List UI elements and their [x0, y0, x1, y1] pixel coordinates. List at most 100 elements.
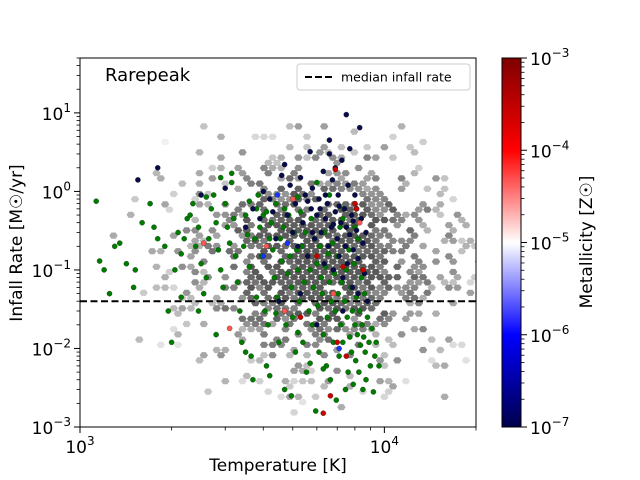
- hexbin-cell: [307, 242, 316, 250]
- hexbin-cell: [277, 289, 286, 296]
- hexbin-cell: [216, 133, 226, 140]
- scatter-point-navy: [335, 192, 341, 198]
- hexbin-cell: [436, 201, 445, 208]
- hexbin-cell: [173, 341, 183, 348]
- scatter-point-green: [356, 369, 362, 375]
- x-tick-label: 104: [370, 434, 399, 458]
- hexbin-cell: [384, 201, 393, 208]
- hexbin-cell: [363, 144, 372, 151]
- scatter-point-green: [370, 389, 377, 395]
- hexbin-cell: [126, 211, 135, 218]
- scatter-point-green: [319, 290, 325, 297]
- hexbin-cell: [423, 206, 432, 213]
- hexbin-cell: [165, 206, 174, 213]
- hexbin-cell: [414, 279, 423, 286]
- hexbin-cell: [384, 284, 393, 291]
- hexbin-cell: [388, 133, 398, 140]
- scatter-point-light-red: [226, 325, 233, 332]
- hexbin-cell: [358, 201, 368, 208]
- scatter-point-green: [198, 260, 204, 267]
- hexbin-cell: [375, 357, 385, 364]
- hexbin-cell: [384, 274, 393, 281]
- hexbin-cell: [418, 201, 428, 208]
- hexbin-cell: [277, 154, 286, 161]
- hexbin-cell: [281, 201, 290, 208]
- hexbin-cell: [264, 253, 273, 260]
- scatter-point-light-red: [289, 196, 296, 202]
- hexbin-cell: [156, 248, 165, 255]
- hexbin-cell: [259, 289, 269, 296]
- scatter-point-navy: [154, 165, 161, 171]
- scatter-point-green: [268, 219, 275, 226]
- scatter-point-green: [372, 353, 378, 359]
- hexbin-cell: [397, 289, 406, 296]
- scatter-point-green: [265, 322, 271, 328]
- hexbin-cell: [350, 128, 359, 135]
- hexbin-cell: [449, 258, 458, 265]
- scatter-point-green: [289, 314, 296, 320]
- scatter-point-green: [329, 240, 336, 246]
- scatter-point-green: [123, 260, 130, 267]
- scatter-point-green: [178, 251, 184, 257]
- scatter-point-green: [352, 357, 359, 364]
- scatter-point-green: [270, 247, 276, 253]
- hexbin-cell: [423, 227, 432, 234]
- scatter-point-green: [165, 308, 172, 314]
- hexbin-cell: [169, 305, 178, 312]
- scatter-point-green: [278, 258, 285, 264]
- scatter-point-blue: [260, 253, 267, 259]
- hexbin-cell: [393, 222, 402, 229]
- hexbin-cell: [221, 211, 230, 218]
- hexbin-cell: [302, 248, 312, 255]
- hexbin-cell: [388, 206, 398, 213]
- hexbin-cell: [371, 258, 380, 265]
- scatter-point-green: [307, 360, 313, 366]
- scatter-point-green: [363, 376, 369, 383]
- hexbin-cell: [212, 211, 221, 218]
- scatter-point-green: [228, 179, 235, 186]
- scatter-point-green: [310, 284, 317, 291]
- scatter-point-green: [233, 253, 239, 259]
- scatter-point-green: [357, 342, 364, 348]
- scatter-point-blue: [274, 192, 281, 198]
- hexbin-cell: [307, 378, 316, 385]
- hexbin-cell: [444, 232, 454, 239]
- scatter-point-navy: [292, 200, 299, 207]
- scatter-point-green: [361, 290, 368, 297]
- hexbin-cell: [255, 232, 264, 239]
- hexbin-cell: [135, 336, 144, 343]
- hexbin-cell: [444, 336, 454, 343]
- scatter-point-green: [273, 310, 279, 317]
- hexbin-cell: [375, 294, 385, 302]
- scatter-point-navy: [342, 243, 349, 250]
- hexbin-cell: [418, 263, 428, 270]
- hexbin-cell: [380, 206, 389, 213]
- scatter-point-green: [307, 267, 313, 273]
- scatter-point-navy: [297, 290, 304, 297]
- scatter-point-red: [360, 267, 366, 273]
- hexbin-cell: [466, 279, 475, 286]
- hexbin-cell: [191, 196, 200, 203]
- hexbin-cell: [294, 279, 303, 286]
- hexbin-cell: [259, 331, 269, 338]
- hexbin-cell: [311, 279, 320, 286]
- hexbin-cell: [191, 268, 200, 276]
- hexbin-cell: [423, 185, 432, 192]
- hexbin-cell: [165, 268, 174, 276]
- scatter-point-green: [93, 198, 99, 204]
- scatter-point-red: [353, 206, 360, 212]
- hexbin-cell: [238, 201, 247, 208]
- hexbin-cell: [401, 378, 411, 385]
- colorbar-tick-label: 10−3: [530, 46, 569, 70]
- hexbin-cell: [208, 248, 217, 255]
- hexbin-cell: [212, 232, 221, 239]
- plot-area: [79, 57, 477, 428]
- hexbin-cell: [431, 206, 441, 213]
- hexbin-cell: [251, 133, 260, 140]
- scatter-point-navy: [295, 243, 301, 250]
- hexbin-cell: [341, 253, 350, 260]
- scatter-point-green: [162, 243, 168, 250]
- scatter-point-green: [354, 331, 361, 338]
- scatter-point-navy: [316, 196, 322, 202]
- hexbin-cell: [449, 196, 458, 203]
